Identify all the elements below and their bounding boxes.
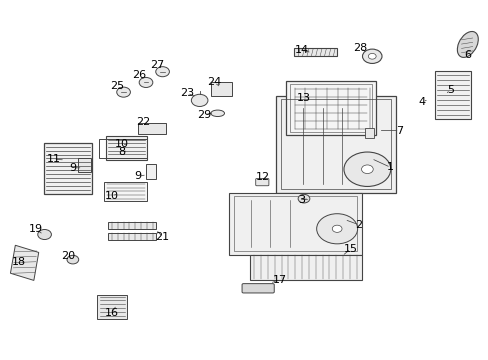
- Text: 14: 14: [294, 45, 308, 55]
- Circle shape: [67, 255, 79, 264]
- Bar: [211, 82, 231, 96]
- Text: 12: 12: [255, 172, 269, 182]
- Text: 3: 3: [298, 195, 305, 206]
- Bar: [104, 182, 147, 201]
- Text: 10: 10: [104, 191, 119, 201]
- Text: 6: 6: [464, 50, 470, 60]
- Circle shape: [343, 152, 390, 186]
- Bar: [108, 222, 156, 229]
- Text: 23: 23: [180, 88, 194, 98]
- Bar: [285, 81, 375, 135]
- Circle shape: [361, 165, 372, 174]
- Ellipse shape: [456, 31, 477, 57]
- Text: 9: 9: [69, 163, 76, 173]
- Text: 11: 11: [46, 154, 60, 164]
- Bar: [281, 99, 390, 189]
- Text: 27: 27: [150, 59, 164, 69]
- Bar: [289, 84, 371, 132]
- Circle shape: [191, 94, 207, 107]
- Bar: [233, 197, 356, 251]
- Text: 19: 19: [29, 225, 43, 234]
- Text: 15: 15: [343, 244, 357, 254]
- Text: 21: 21: [155, 232, 169, 242]
- Bar: [365, 128, 373, 138]
- Ellipse shape: [210, 110, 224, 117]
- Circle shape: [316, 214, 357, 244]
- Circle shape: [362, 49, 381, 63]
- Circle shape: [38, 229, 51, 239]
- Circle shape: [139, 77, 153, 87]
- Text: 1: 1: [386, 162, 393, 172]
- Text: 28: 28: [353, 43, 367, 53]
- Text: 17: 17: [272, 275, 286, 285]
- Circle shape: [331, 225, 341, 232]
- Bar: [434, 71, 470, 119]
- Bar: [276, 96, 395, 193]
- Bar: [105, 136, 147, 160]
- Polygon shape: [10, 245, 39, 280]
- Bar: [99, 139, 147, 158]
- Bar: [43, 143, 92, 194]
- Bar: [250, 255, 361, 280]
- FancyBboxPatch shape: [255, 179, 268, 186]
- Bar: [138, 123, 166, 134]
- Text: 26: 26: [132, 70, 146, 80]
- Bar: [145, 164, 156, 179]
- FancyBboxPatch shape: [242, 284, 274, 293]
- Text: 29: 29: [197, 110, 211, 120]
- Circle shape: [117, 87, 130, 97]
- Text: 5: 5: [446, 85, 453, 95]
- Bar: [228, 193, 361, 255]
- Bar: [108, 233, 156, 240]
- Text: 18: 18: [12, 257, 26, 267]
- Text: 9: 9: [134, 171, 142, 181]
- Text: 10: 10: [114, 139, 128, 149]
- Text: 7: 7: [395, 126, 402, 135]
- Text: 20: 20: [61, 251, 75, 261]
- Circle shape: [298, 194, 309, 203]
- Text: 25: 25: [109, 81, 123, 91]
- Text: 4: 4: [418, 97, 425, 107]
- Bar: [78, 158, 91, 172]
- Text: 13: 13: [296, 93, 310, 103]
- Text: 2: 2: [355, 220, 362, 230]
- Text: 22: 22: [136, 117, 150, 127]
- Circle shape: [156, 67, 169, 77]
- Circle shape: [367, 53, 375, 59]
- Bar: [294, 48, 336, 56]
- Text: 8: 8: [118, 147, 125, 157]
- Text: 24: 24: [207, 77, 221, 87]
- Bar: [97, 295, 127, 319]
- Text: 16: 16: [104, 308, 119, 318]
